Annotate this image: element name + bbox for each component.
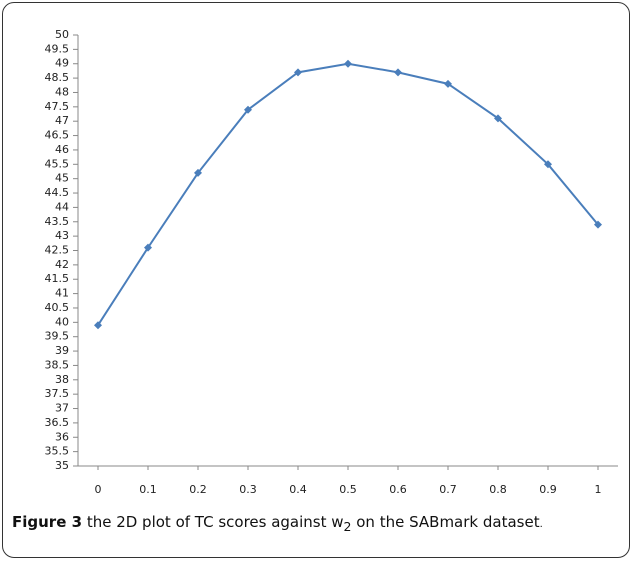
y-tick-label: 44.5 [45,186,70,199]
caption-subscript: 2 [343,519,352,534]
marker [394,68,402,77]
caption-label: Figure 3 [12,513,83,531]
y-tick-label: 37.5 [45,387,70,400]
y-tick-label: 35 [55,459,69,472]
y-tick-label: 47 [55,114,69,127]
x-tick-label: 0.2 [189,483,207,496]
x-tick-label: 1 [595,483,602,496]
y-tick-label: 48.5 [45,71,70,84]
y-tick-label: 40 [55,315,69,328]
y-tick-label: 46 [55,143,69,156]
y-tick-label: 42.5 [45,244,70,257]
y-tick-label: 36 [55,430,69,443]
marker [94,321,102,330]
y-tick-label: 37 [55,402,69,415]
y-tick-label: 43.5 [45,215,70,228]
marker [494,114,502,123]
x-tick-label: 0.1 [139,483,157,496]
y-tick-label: 42 [55,258,69,271]
marker [344,59,352,68]
caption-text: the 2D plot of TC scores against w [82,513,344,531]
y-tick-label: 39 [55,344,69,357]
caption-end: . [539,519,543,530]
y-tick-label: 49 [55,57,69,70]
x-tick-label: 0.6 [389,483,407,496]
x-tick-label: 0.4 [289,483,307,496]
y-tick-label: 45.5 [45,157,70,170]
y-tick-label: 38.5 [45,358,70,371]
y-tick-label: 35.5 [45,445,70,458]
line [97,62,599,326]
y-tick-label: 48 [55,85,69,98]
marker [144,243,152,252]
x-tick-label: 0.7 [439,483,457,496]
y-tick-label: 41.5 [45,272,70,285]
x-tick-label: 0.8 [489,483,507,496]
caption: Figure 3 the 2D plot of TC scores agains… [12,510,620,539]
y-tick-label: 46.5 [45,129,70,142]
y-tick-label: 45 [55,172,69,185]
x-tick-label: 0.9 [539,483,557,496]
x-tick-label: 0.3 [239,483,257,496]
marker [194,168,202,177]
caption-text: on the SABmark dataset [351,513,540,531]
y-tick-label: 47.5 [45,100,70,113]
frame [2,2,630,558]
marker [294,68,302,77]
y-tick-label: 49.5 [45,42,70,55]
y-tick-label: 43 [55,229,69,242]
y-tick-label: 40.5 [45,301,70,314]
marker [244,105,252,114]
marker [594,220,602,229]
y-tick-label: 41 [55,287,69,300]
x-tick-label: 0 [95,483,102,496]
marker [444,79,452,88]
x-tick-label: 0.5 [339,483,357,496]
marker [544,160,552,169]
y-tick-label: 39.5 [45,330,70,343]
y-tick-label: 36.5 [45,416,70,429]
y-tick-label: 38 [55,373,69,386]
y-tick-label: 44 [55,200,69,213]
y-tick-label: 50 [55,28,69,41]
